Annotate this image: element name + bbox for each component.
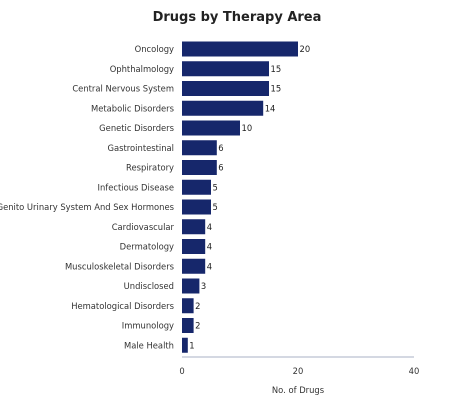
value-label: 5 <box>213 182 218 192</box>
value-label: 15 <box>271 84 282 94</box>
value-label: 20 <box>300 44 311 54</box>
category-label: Dermatology <box>120 242 174 252</box>
category-label: Infectious Disease <box>98 182 175 192</box>
chart-title: Drugs by Therapy Area <box>152 10 322 25</box>
bar <box>182 199 211 215</box>
value-label: 2 <box>195 321 200 331</box>
category-label: Ophthalmology <box>110 64 174 74</box>
value-label: 10 <box>242 123 253 133</box>
category-label: Cardiovascular <box>112 222 175 232</box>
category-label: Genito Urinary System And Sex Hormones <box>0 202 174 212</box>
bar <box>182 81 269 96</box>
bar <box>182 61 269 77</box>
bar <box>182 258 206 274</box>
x-axis-title: No. of Drugs <box>272 385 324 395</box>
value-label: 4 <box>207 261 212 271</box>
bar <box>182 160 217 175</box>
value-label: 6 <box>218 163 223 173</box>
x-tick-labels: 0 20 40 <box>179 366 419 376</box>
value-label: 5 <box>213 202 218 212</box>
value-label: 6 <box>218 143 223 153</box>
category-label: Immunology <box>122 321 174 331</box>
bar <box>182 100 264 116</box>
bar <box>182 298 194 314</box>
value-label: 4 <box>207 222 212 232</box>
bar <box>182 278 200 294</box>
value-label: 14 <box>265 103 276 113</box>
value-label: 4 <box>207 242 212 252</box>
bar <box>182 219 206 235</box>
x-tick-label: 0 <box>179 366 184 376</box>
bar <box>182 120 240 136</box>
bar <box>182 337 188 353</box>
category-label: Oncology <box>135 44 174 54</box>
category-label: Metabolic Disorders <box>91 103 174 113</box>
category-label: Hematological Disorders <box>71 301 174 311</box>
bar <box>182 179 211 195</box>
bar <box>182 318 194 333</box>
value-label: 3 <box>201 281 206 291</box>
value-label: 15 <box>271 64 282 74</box>
bars-layer <box>182 41 298 353</box>
category-label: Gastrointestinal <box>108 143 174 153</box>
bar <box>182 41 298 57</box>
category-labels: Oncology Ophthalmology Central Nervous Sys… <box>0 44 175 350</box>
value-label: 1 <box>189 340 194 350</box>
value-label: 2 <box>195 301 200 311</box>
category-label: Undisclosed <box>124 281 174 291</box>
x-tick-label: 40 <box>409 366 420 376</box>
category-label: Respiratory <box>126 163 174 173</box>
x-tick-label: 20 <box>293 366 304 376</box>
bar <box>182 239 206 254</box>
bar <box>182 140 217 156</box>
category-label: Central Nervous System <box>72 84 174 94</box>
category-label: Male Health <box>124 340 174 350</box>
category-label: Genetic Disorders <box>99 123 174 133</box>
category-label: Musculoskeletal Disorders <box>65 261 174 271</box>
